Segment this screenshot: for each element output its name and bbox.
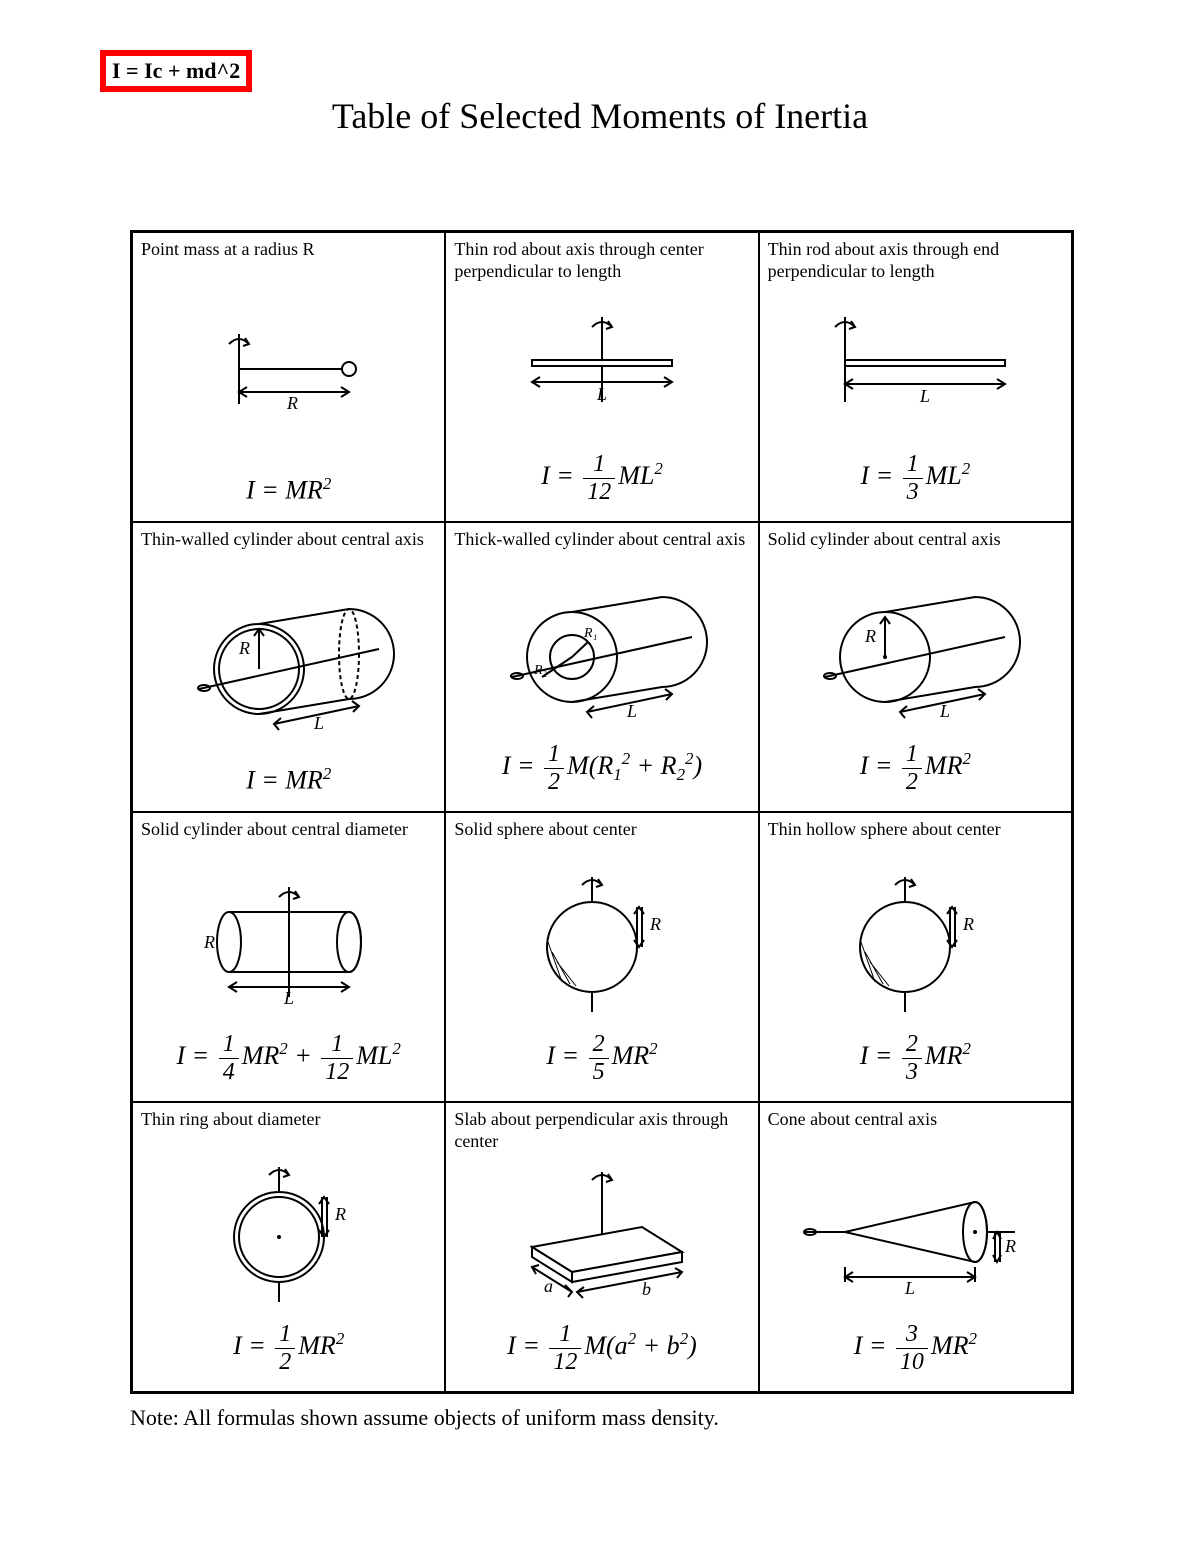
- cell-label: Point mass at a radius R: [141, 239, 436, 283]
- cell-thick-cylinder: Thick-walled cylinder about central axis…: [445, 522, 758, 812]
- svg-text:R: R: [286, 393, 298, 413]
- svg-text:R: R: [649, 914, 661, 934]
- diagram-thin-ring: R: [141, 1153, 436, 1321]
- cell-formula: I = 13ML2: [768, 451, 1063, 511]
- cell-label: Thin rod about axis through center perpe…: [454, 239, 749, 283]
- cell-formula: I = 12M(R12 + R22): [454, 741, 749, 801]
- svg-text:R: R: [334, 1204, 346, 1224]
- cell-point-mass: Point mass at a radius R R I = MR2: [132, 232, 445, 522]
- svg-text:L: L: [283, 988, 294, 1008]
- cell-label: Solid sphere about center: [454, 819, 749, 863]
- svg-text:R₁: R₁: [583, 626, 597, 641]
- diagram-slab: a b: [454, 1153, 749, 1321]
- cell-label: Thin rod about axis through end perpendi…: [768, 239, 1063, 283]
- inertia-table: Point mass at a radius R R I = MR2 Thin …: [130, 230, 1074, 1394]
- cell-solid-cylinder-diameter: Solid cylinder about central diameter R …: [132, 812, 445, 1102]
- diagram-point-mass: R: [141, 283, 436, 475]
- svg-text:R: R: [238, 638, 250, 658]
- cell-formula: I = MR2: [141, 475, 436, 511]
- svg-text:L: L: [626, 701, 637, 721]
- cell-label: Thin-walled cylinder about central axis: [141, 529, 436, 573]
- parallel-axis-theorem-box: I = Ic + md^2: [100, 50, 252, 92]
- diagram-thick-cylinder: R₁ R₂ L: [454, 573, 749, 741]
- svg-text:L: L: [919, 386, 930, 406]
- svg-text:L: L: [596, 384, 607, 404]
- diagram-rod-center: L: [454, 283, 749, 451]
- cell-solid-sphere: Solid sphere about center R I = 25MR2: [445, 812, 758, 1102]
- diagram-solid-sphere: R: [454, 863, 749, 1031]
- cell-formula: I = 25MR2: [454, 1031, 749, 1091]
- cell-label: Solid cylinder about central diameter: [141, 819, 436, 863]
- cell-label: Thin ring about diameter: [141, 1109, 436, 1153]
- cell-formula: I = MR2: [141, 765, 436, 801]
- svg-text:a: a: [544, 1276, 553, 1296]
- cell-formula: I = 112ML2: [454, 451, 749, 511]
- svg-text:L: L: [313, 713, 324, 733]
- svg-text:R: R: [962, 914, 974, 934]
- cell-label: Thin hollow sphere about center: [768, 819, 1063, 863]
- cell-label: Cone about central axis: [768, 1109, 1063, 1153]
- svg-text:L: L: [939, 701, 950, 721]
- cell-thin-ring: Thin ring about diameter R I = 12MR2: [132, 1102, 445, 1392]
- cell-rod-end: Thin rod about axis through end perpendi…: [759, 232, 1072, 522]
- footnote: Note: All formulas shown assume objects …: [130, 1405, 719, 1431]
- svg-text:b: b: [642, 1279, 651, 1299]
- diagram-hollow-sphere: R: [768, 863, 1063, 1031]
- svg-text:R: R: [864, 626, 876, 646]
- cell-formula: I = 12MR2: [768, 741, 1063, 801]
- cell-formula: I = 310MR2: [768, 1321, 1063, 1381]
- diagram-solid-cylinder-diameter: R L: [141, 863, 436, 1031]
- diagram-thin-cylinder: R L: [141, 573, 436, 765]
- page-title: Table of Selected Moments of Inertia: [0, 95, 1200, 137]
- cell-formula: I = 14MR2 + 112ML2: [141, 1031, 436, 1091]
- diagram-cone: R L: [768, 1153, 1063, 1321]
- cell-slab: Slab about perpendicular axis through ce…: [445, 1102, 758, 1392]
- cell-formula: I = 12MR2: [141, 1321, 436, 1381]
- cell-rod-center: Thin rod about axis through center perpe…: [445, 232, 758, 522]
- diagram-rod-end: L: [768, 283, 1063, 451]
- cell-formula: I = 23MR2: [768, 1031, 1063, 1091]
- cell-label: Thick-walled cylinder about central axis: [454, 529, 749, 573]
- svg-text:R: R: [203, 932, 215, 952]
- cell-thin-cylinder: Thin-walled cylinder about central axis …: [132, 522, 445, 812]
- svg-text:R: R: [1004, 1236, 1016, 1256]
- cell-label: Solid cylinder about central axis: [768, 529, 1063, 573]
- cell-label: Slab about perpendicular axis through ce…: [454, 1109, 749, 1153]
- cell-cone: Cone about central axis R L I: [759, 1102, 1072, 1392]
- svg-text:L: L: [904, 1278, 915, 1298]
- diagram-solid-cylinder-axis: R L: [768, 573, 1063, 741]
- cell-hollow-sphere: Thin hollow sphere about center R I = 23…: [759, 812, 1072, 1102]
- cell-solid-cylinder-axis: Solid cylinder about central axis R L I …: [759, 522, 1072, 812]
- cell-formula: I = 112M(a2 + b2): [454, 1321, 749, 1381]
